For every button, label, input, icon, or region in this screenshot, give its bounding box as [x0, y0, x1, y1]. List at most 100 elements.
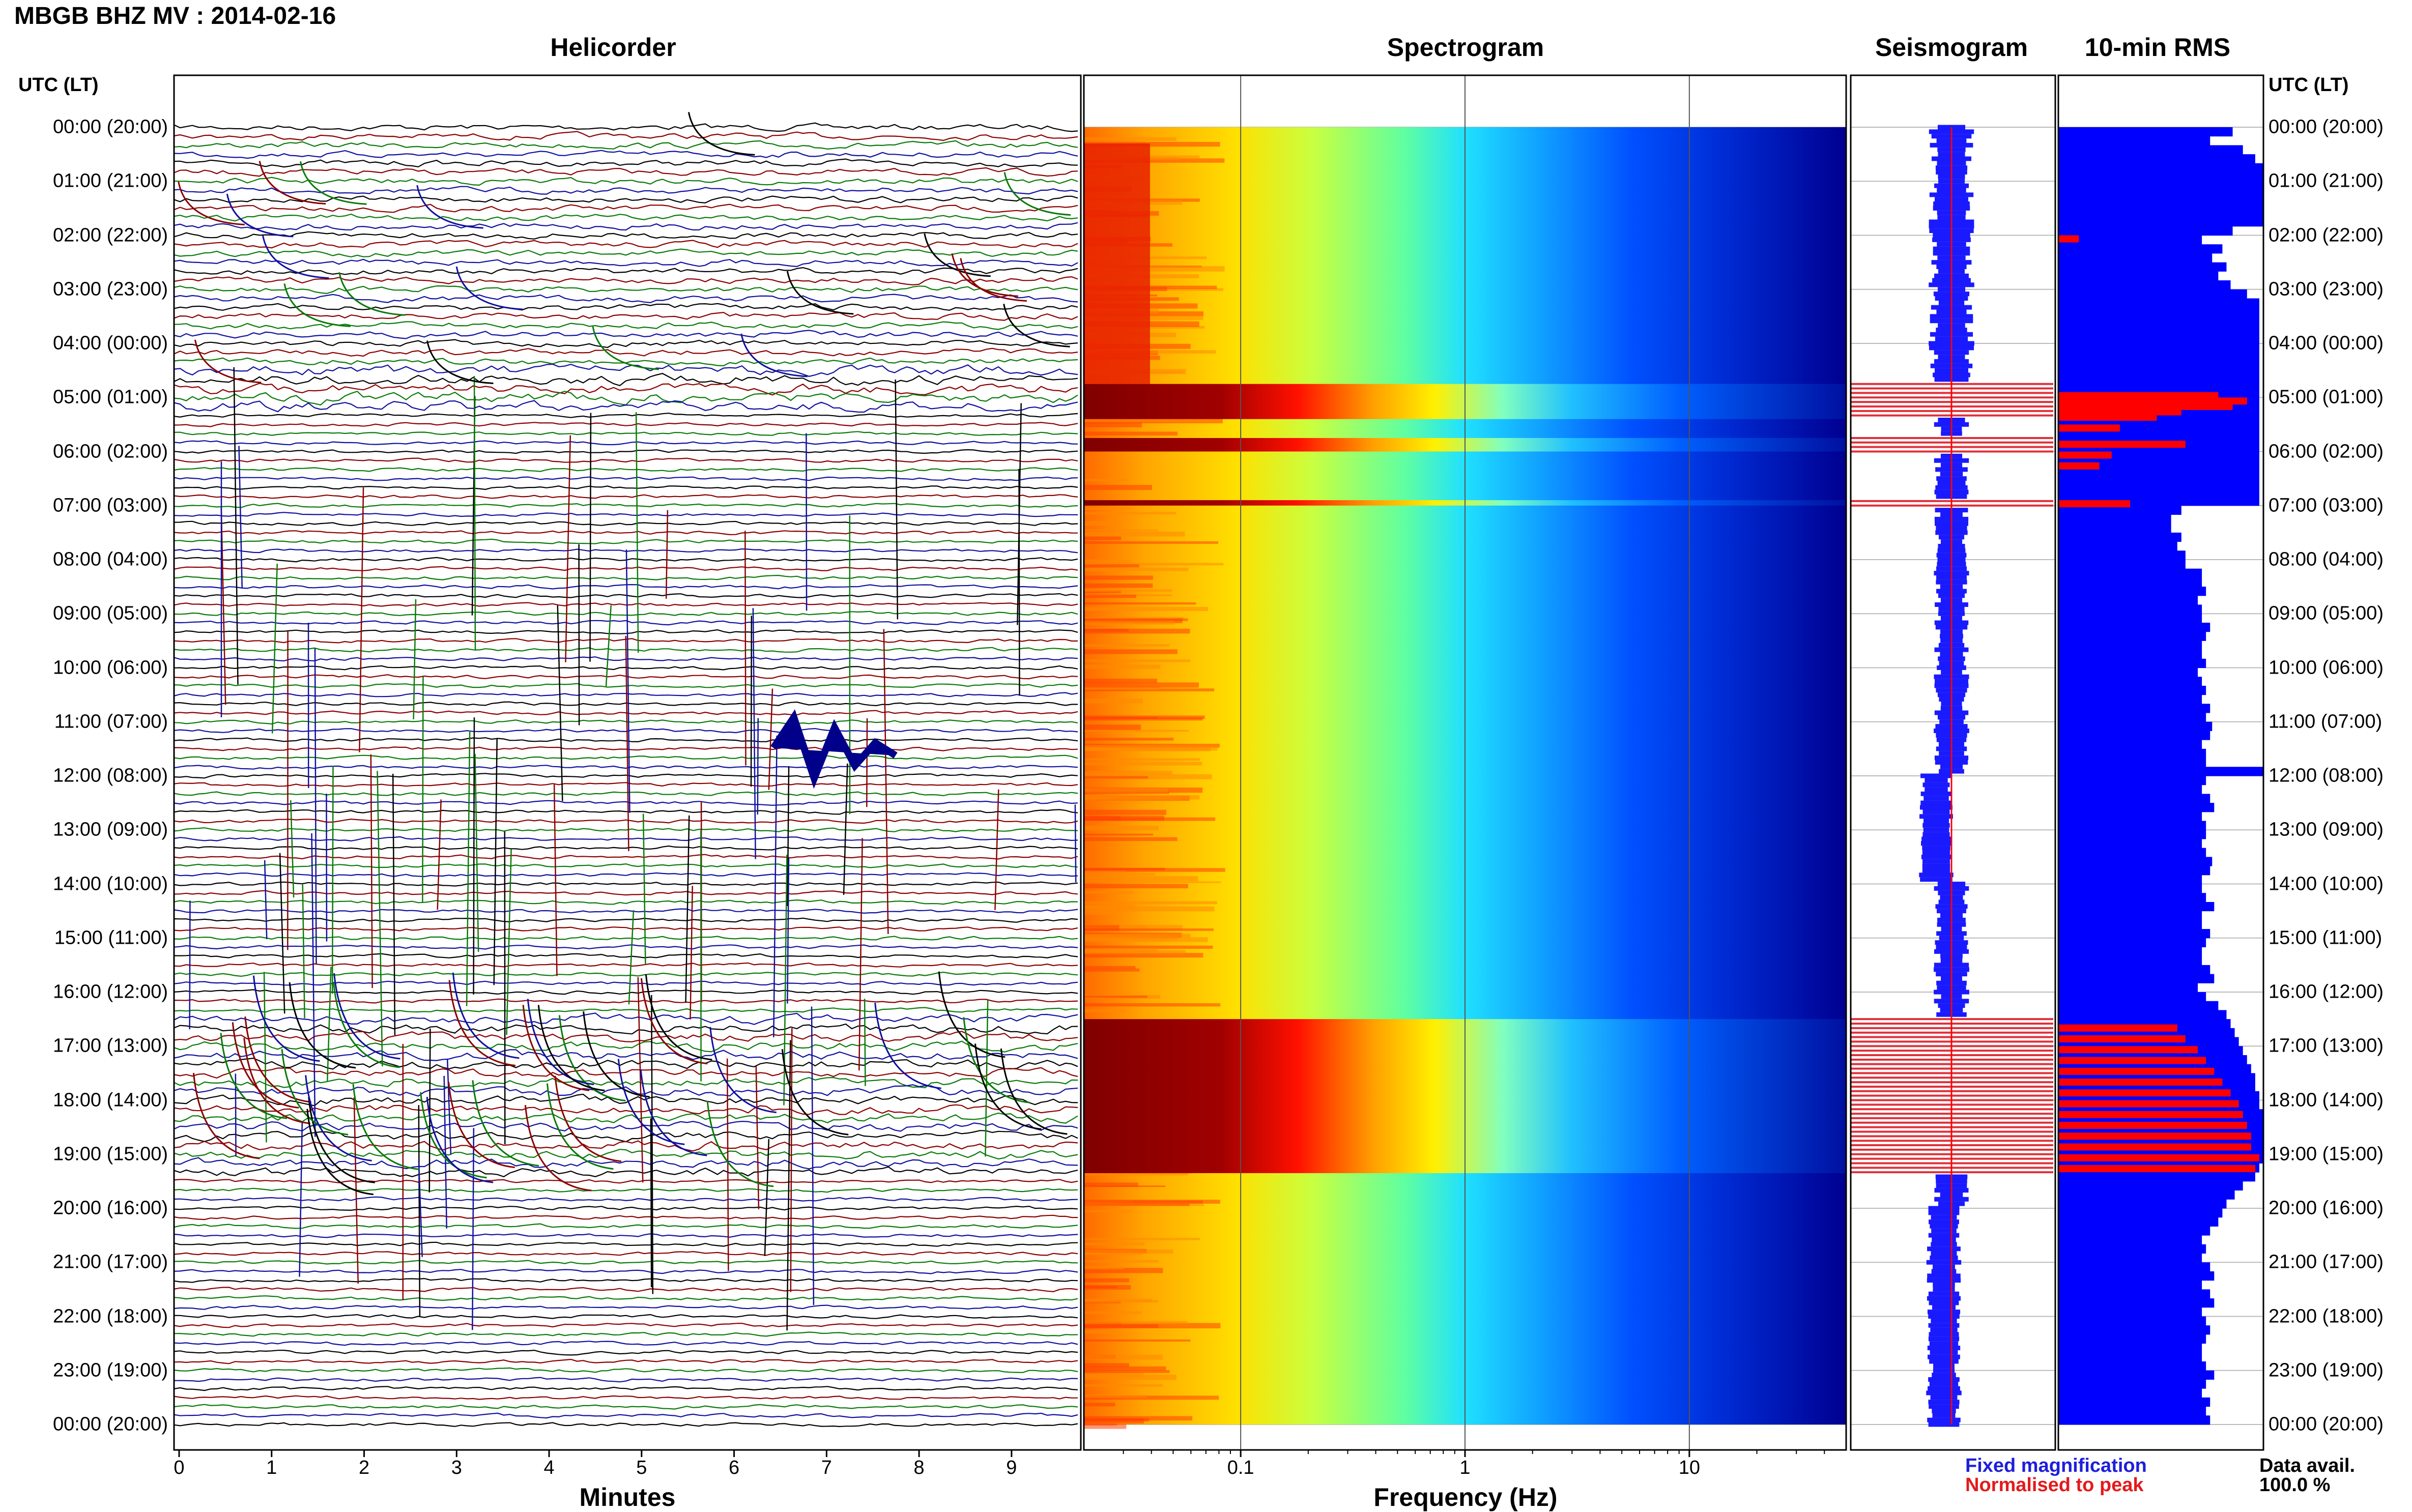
- helicorder-spike: [371, 754, 372, 988]
- spectrogram-streak: [1084, 1009, 1126, 1012]
- y-tick-label-r: 05:00 (01:00): [2269, 387, 2384, 409]
- helicorder-trace: [174, 720, 1078, 724]
- spectrogram-streak: [1084, 137, 1176, 141]
- rms-bar-fixed: [2058, 479, 2259, 488]
- helicorder-spike: [507, 849, 511, 1035]
- rms-bar-fixed: [2058, 253, 2212, 263]
- helicorder-trace: [174, 340, 1078, 347]
- helicorder-trace: [174, 1341, 1078, 1345]
- helicorder-trace: [174, 1269, 1078, 1274]
- spectrogram-streak: [1084, 532, 1185, 537]
- spectrogram-streak: [1084, 1330, 1117, 1334]
- helicorder-trace: [174, 1396, 1078, 1400]
- spectrogram-streak: [1084, 664, 1160, 668]
- helicorder-trace: [174, 223, 1078, 230]
- minutes-tick-label: 3: [451, 1457, 462, 1479]
- helicorder-trace: [174, 1350, 1078, 1355]
- spectrogram-streak: [1084, 816, 1164, 821]
- helicorder-trace: [174, 477, 1078, 481]
- minutes-tick-label: 1: [266, 1457, 277, 1479]
- helicorder-spike: [765, 1139, 769, 1256]
- rms-bar-fixed: [2058, 650, 2202, 659]
- spectrogram-streak: [1084, 724, 1141, 730]
- y-tick-label-r: 13:00 (09:00): [2269, 819, 2384, 841]
- helicorder-decay-curve: [1004, 172, 1071, 215]
- spectrogram-streak: [1084, 431, 1178, 435]
- rms-bar-fixed: [2058, 470, 2259, 479]
- y-tick-label-l: 06:00 (02:00): [53, 441, 168, 462]
- helicorder-decay-curve: [417, 185, 483, 228]
- spectrogram-low-freq-energy: [1084, 143, 1150, 384]
- helicorder-spike: [806, 433, 807, 611]
- helicorder-trace: [174, 431, 1078, 435]
- rms-bar-fixed: [2058, 1398, 2210, 1407]
- helicorder-trace: [174, 755, 1078, 760]
- helicorder-trace: [174, 391, 1078, 405]
- spectrogram-streak: [1084, 485, 1152, 490]
- rms-bar-normalised: [2058, 462, 2100, 470]
- y-tick-label-l: 10:00 (06:00): [53, 657, 168, 679]
- helicorder-trace: [174, 1386, 1078, 1390]
- spectrogram-streak: [1084, 935, 1178, 940]
- helicorder-spike: [467, 731, 470, 1006]
- rms-bar-fixed: [2058, 875, 2202, 884]
- helicorder-spike: [636, 412, 638, 653]
- y-tick-label-r: 17:00 (13:00): [2269, 1035, 2384, 1057]
- helicorder-trace: [174, 1315, 1078, 1319]
- rms-bar-fixed: [2058, 1254, 2202, 1263]
- spectrogram-streak: [1084, 607, 1208, 611]
- helicorder-trace: [174, 954, 1078, 958]
- y-tick-label-r: 03:00 (23:00): [2269, 278, 2384, 300]
- spectrogram-streak: [1084, 1210, 1133, 1213]
- rms-bar-fixed: [2058, 785, 2202, 794]
- rms-bar-fixed: [2058, 1244, 2206, 1254]
- helicorder-trace: [174, 1242, 1078, 1246]
- spectrogram-streak: [1084, 1182, 1138, 1186]
- helicorder-trace: [174, 205, 1078, 213]
- helicorder-spike: [773, 736, 777, 1037]
- helicorder-spike: [494, 739, 497, 985]
- rms-bar-normalised: [2058, 1025, 2177, 1032]
- y-tick-label-r: 07:00 (03:00): [2269, 495, 2384, 516]
- helicorder-trace: [174, 504, 1078, 508]
- helicorder-trace: [174, 711, 1078, 715]
- helicorder-trace: [174, 738, 1078, 742]
- helicorder-spike: [727, 1059, 728, 1271]
- helicorder-trace: [174, 630, 1078, 634]
- rms-bar-fixed: [2058, 1262, 2210, 1271]
- spectrogram-streak: [1084, 644, 1170, 647]
- rms-bar-fixed: [2058, 803, 2214, 812]
- rms-bar-normalised: [2058, 441, 2186, 448]
- rms-bar-fixed: [2058, 1388, 2202, 1398]
- helicorder-trace: [174, 141, 1078, 149]
- helicorder-spike: [751, 616, 752, 787]
- rms-bar-fixed: [2058, 1298, 2214, 1307]
- rms-bar-normalised: [2058, 1100, 2239, 1108]
- helicorder-trace: [174, 1422, 1078, 1427]
- spectrogram-streak: [1084, 1242, 1144, 1245]
- helicorder-trace: [174, 1179, 1078, 1183]
- rms-bar-normalised: [2058, 1165, 2255, 1172]
- y-tick-label-l: 02:00 (22:00): [53, 224, 168, 246]
- helicorder-trace: [174, 1278, 1078, 1283]
- rms-bar-fixed: [2058, 145, 2243, 154]
- minutes-tick-label: 4: [543, 1457, 554, 1479]
- helicorder-spike: [378, 771, 383, 1066]
- rms-bar-fixed: [2058, 487, 2259, 497]
- helicorder-trace: [174, 1149, 1078, 1159]
- spectrogram-streak: [1084, 1201, 1203, 1204]
- rms-bar-normalised: [2058, 1132, 2251, 1140]
- helicorder-spike: [690, 886, 692, 1020]
- rms-bar-fixed: [2058, 857, 2212, 866]
- spectrogram-streak: [1084, 1355, 1163, 1360]
- helicorder-trace: [174, 458, 1078, 462]
- spectrogram-streak: [1084, 1375, 1176, 1380]
- spectrogram-streak: [1084, 629, 1190, 633]
- spectrogram-streak: [1084, 521, 1118, 526]
- helicorder-trace: [174, 132, 1078, 141]
- rms-bar-fixed: [2058, 1307, 2202, 1317]
- rms-bar-fixed: [2058, 902, 2214, 911]
- spectrogram-streak: [1084, 884, 1188, 888]
- rms-bar-fixed: [2058, 776, 2206, 785]
- spectrogram-streak: [1084, 1403, 1115, 1406]
